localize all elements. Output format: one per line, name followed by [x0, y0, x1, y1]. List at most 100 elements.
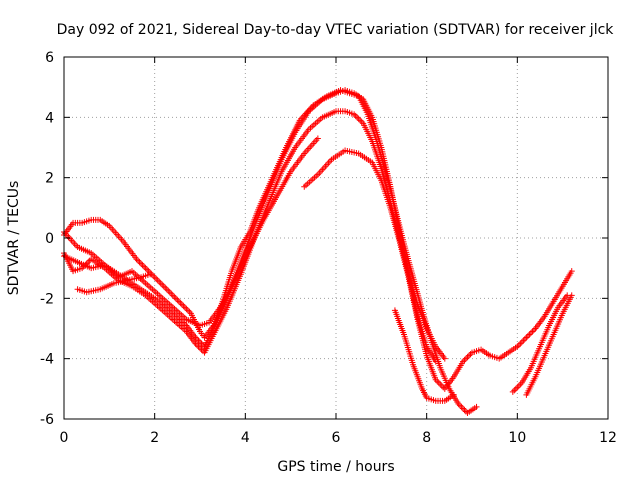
data-point	[530, 327, 537, 334]
data-point	[193, 336, 200, 343]
data-point	[524, 333, 531, 340]
data-point	[459, 405, 466, 412]
data-point	[355, 115, 362, 122]
series-track-5	[74, 271, 154, 296]
data-point	[157, 280, 164, 287]
series-track-4	[61, 135, 321, 329]
x-tick-label: 4	[241, 430, 250, 446]
data-point	[435, 379, 442, 386]
data-point	[154, 277, 161, 284]
x-axis-label: GPS time / hours	[277, 459, 394, 475]
chart-title: Day 092 of 2021, Sidereal Day-to-day VTE…	[57, 22, 615, 38]
data-point	[195, 337, 202, 344]
data-point	[139, 262, 146, 269]
data-point	[165, 287, 172, 294]
data-point	[515, 382, 522, 389]
data-point	[523, 334, 530, 341]
data-point	[198, 346, 205, 353]
data-point	[517, 340, 524, 347]
x-tick-label: 12	[599, 430, 617, 446]
series-track-7	[391, 307, 457, 404]
data-point	[159, 281, 166, 288]
data-point	[172, 295, 179, 302]
y-axis-label: SDTVAR / TECUs	[6, 181, 22, 296]
data-point	[177, 299, 184, 306]
y-tick-label: -6	[40, 412, 54, 428]
data-point	[568, 292, 575, 299]
data-point	[180, 302, 187, 309]
data-point	[456, 402, 463, 409]
data-point	[511, 387, 518, 394]
data-point	[141, 263, 148, 270]
data-point	[464, 354, 471, 361]
data-point	[354, 114, 361, 121]
data-point	[465, 352, 472, 359]
data-point	[450, 391, 457, 398]
data-point	[527, 330, 534, 337]
x-tick-label: 8	[422, 430, 431, 446]
data-point	[521, 336, 528, 343]
data-point	[197, 339, 203, 346]
data-point	[144, 266, 151, 273]
data-point	[156, 278, 163, 285]
data-point	[462, 355, 469, 362]
data-point	[142, 265, 149, 272]
y-tick-label: 4	[45, 110, 54, 126]
data-point	[178, 301, 185, 308]
data-point	[183, 305, 190, 312]
data-point	[168, 290, 175, 297]
data-point	[184, 307, 191, 314]
y-tick-label: -4	[40, 352, 54, 368]
y-tick-label: 6	[45, 50, 54, 66]
data-point	[175, 298, 182, 305]
data-point	[138, 260, 145, 267]
data-point	[509, 388, 516, 395]
x-tick-label: 2	[150, 430, 159, 446]
data-point	[437, 381, 444, 388]
data-point	[166, 289, 173, 296]
data-point	[193, 342, 200, 349]
data-point	[517, 381, 524, 388]
data-point	[198, 340, 205, 347]
data-point	[520, 337, 527, 344]
series-track-8	[509, 292, 571, 395]
data-point	[518, 339, 525, 346]
data-point	[162, 284, 169, 291]
data-point	[151, 274, 158, 281]
y-tick-label: 2	[45, 171, 54, 187]
data-point	[150, 272, 157, 279]
data-point	[529, 328, 536, 335]
series-track-9	[523, 292, 575, 398]
data-point	[171, 293, 178, 300]
x-tick-label: 6	[332, 430, 341, 446]
data-point	[136, 259, 143, 266]
data-point	[145, 268, 152, 275]
data-point	[197, 345, 203, 352]
data-points	[61, 87, 575, 416]
data-point	[438, 382, 445, 389]
data-point	[147, 271, 154, 278]
data-point	[153, 275, 160, 282]
data-point	[568, 268, 575, 275]
data-point	[515, 342, 522, 349]
data-point	[441, 355, 448, 362]
data-point	[174, 296, 181, 303]
data-point	[514, 384, 521, 391]
data-point	[135, 257, 142, 264]
data-point	[314, 135, 321, 142]
data-point	[195, 343, 202, 350]
data-point	[461, 357, 468, 364]
y-tick-label: 0	[45, 231, 54, 247]
series-track-6	[301, 147, 575, 392]
x-tick-label: 10	[508, 430, 526, 446]
x-tick-label: 0	[60, 430, 69, 446]
ticks: 0 2 4 6 8 10 12 -6 -4 -2 0 2 4 6	[40, 50, 617, 446]
data-point	[458, 403, 465, 410]
data-point	[357, 117, 364, 124]
data-point	[473, 403, 480, 410]
data-point	[181, 304, 188, 311]
y-tick-label: -2	[40, 291, 54, 307]
data-point	[526, 331, 533, 338]
data-point	[163, 286, 170, 293]
